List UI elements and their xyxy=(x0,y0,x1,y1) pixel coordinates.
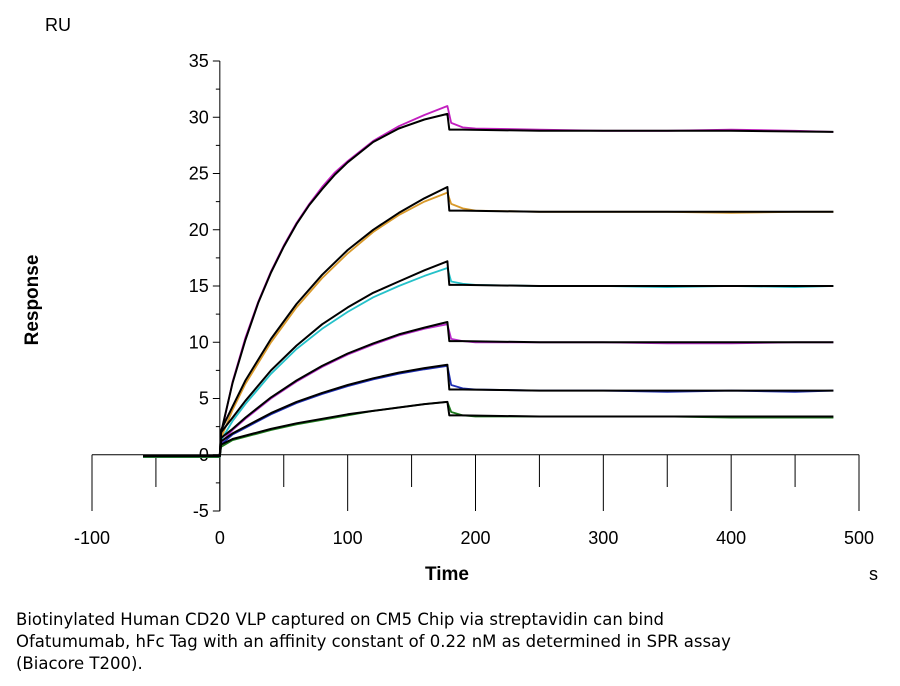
y-tick-label: 5 xyxy=(199,389,209,409)
x-tick-label: 200 xyxy=(460,528,490,548)
series-layer xyxy=(143,105,834,458)
spr-sensorgram-chart: RU s Response Time 35 30 25 20 15 10 5 0 -5 -100 0… xyxy=(22,15,878,585)
fit-curve-1 xyxy=(143,112,834,457)
y-tick-label: 35 xyxy=(189,51,209,71)
y-tick-label: 20 xyxy=(189,220,209,240)
y-unit-label: RU xyxy=(45,15,71,35)
fit-curve-2 xyxy=(143,186,834,457)
x-axis-title: Time xyxy=(425,564,469,585)
x-tick-label: 500 xyxy=(844,528,874,548)
fit-curve-5 xyxy=(143,363,834,457)
y-tick-label: 0 xyxy=(199,445,209,465)
axes: 35 30 25 20 15 10 5 0 -5 -100 0 100 200 300 400 500 xyxy=(74,51,874,548)
y-tick-label: 15 xyxy=(189,276,209,296)
y-tick-label: 25 xyxy=(189,164,209,184)
x-tick-label: 0 xyxy=(215,528,225,548)
response-curve-3 xyxy=(143,267,834,458)
figure-caption: Biotinylated Human CD20 VLP captured on … xyxy=(16,610,731,673)
fit-layer xyxy=(143,112,834,457)
x-unit-label: s xyxy=(869,564,878,584)
fit-curve-3 xyxy=(143,260,834,457)
response-curve-1 xyxy=(143,105,834,458)
x-tick-label: 300 xyxy=(588,528,618,548)
y-tick-label: 30 xyxy=(189,107,209,127)
y-tick-label: 10 xyxy=(189,332,209,352)
x-tick-label: -100 xyxy=(74,528,110,548)
x-tick-label: 400 xyxy=(716,528,746,548)
response-curve-6 xyxy=(143,401,834,458)
fit-curve-4 xyxy=(143,321,834,457)
y-axis-title: Response xyxy=(22,255,43,346)
y-tick-label: -5 xyxy=(193,501,209,521)
x-tick-label: 100 xyxy=(333,528,363,548)
fit-curve-6 xyxy=(143,400,834,457)
